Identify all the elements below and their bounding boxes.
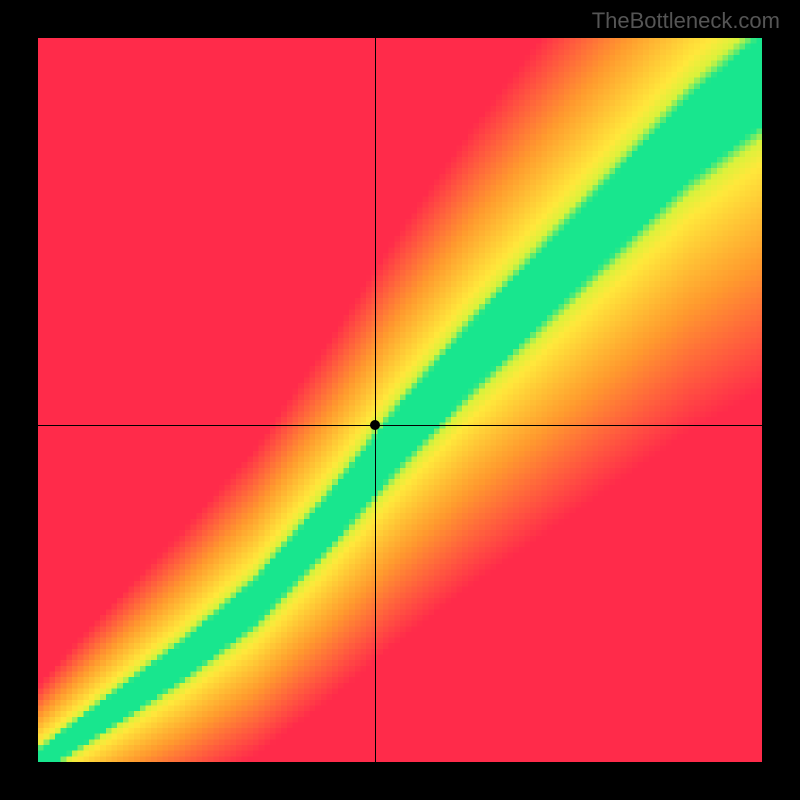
- crosshair-horizontal: [38, 425, 762, 426]
- watermark-text: TheBottleneck.com: [592, 8, 780, 34]
- marker-point: [370, 420, 380, 430]
- heatmap-plot: [38, 38, 762, 762]
- heatmap-canvas: [38, 38, 762, 762]
- crosshair-vertical: [375, 38, 376, 762]
